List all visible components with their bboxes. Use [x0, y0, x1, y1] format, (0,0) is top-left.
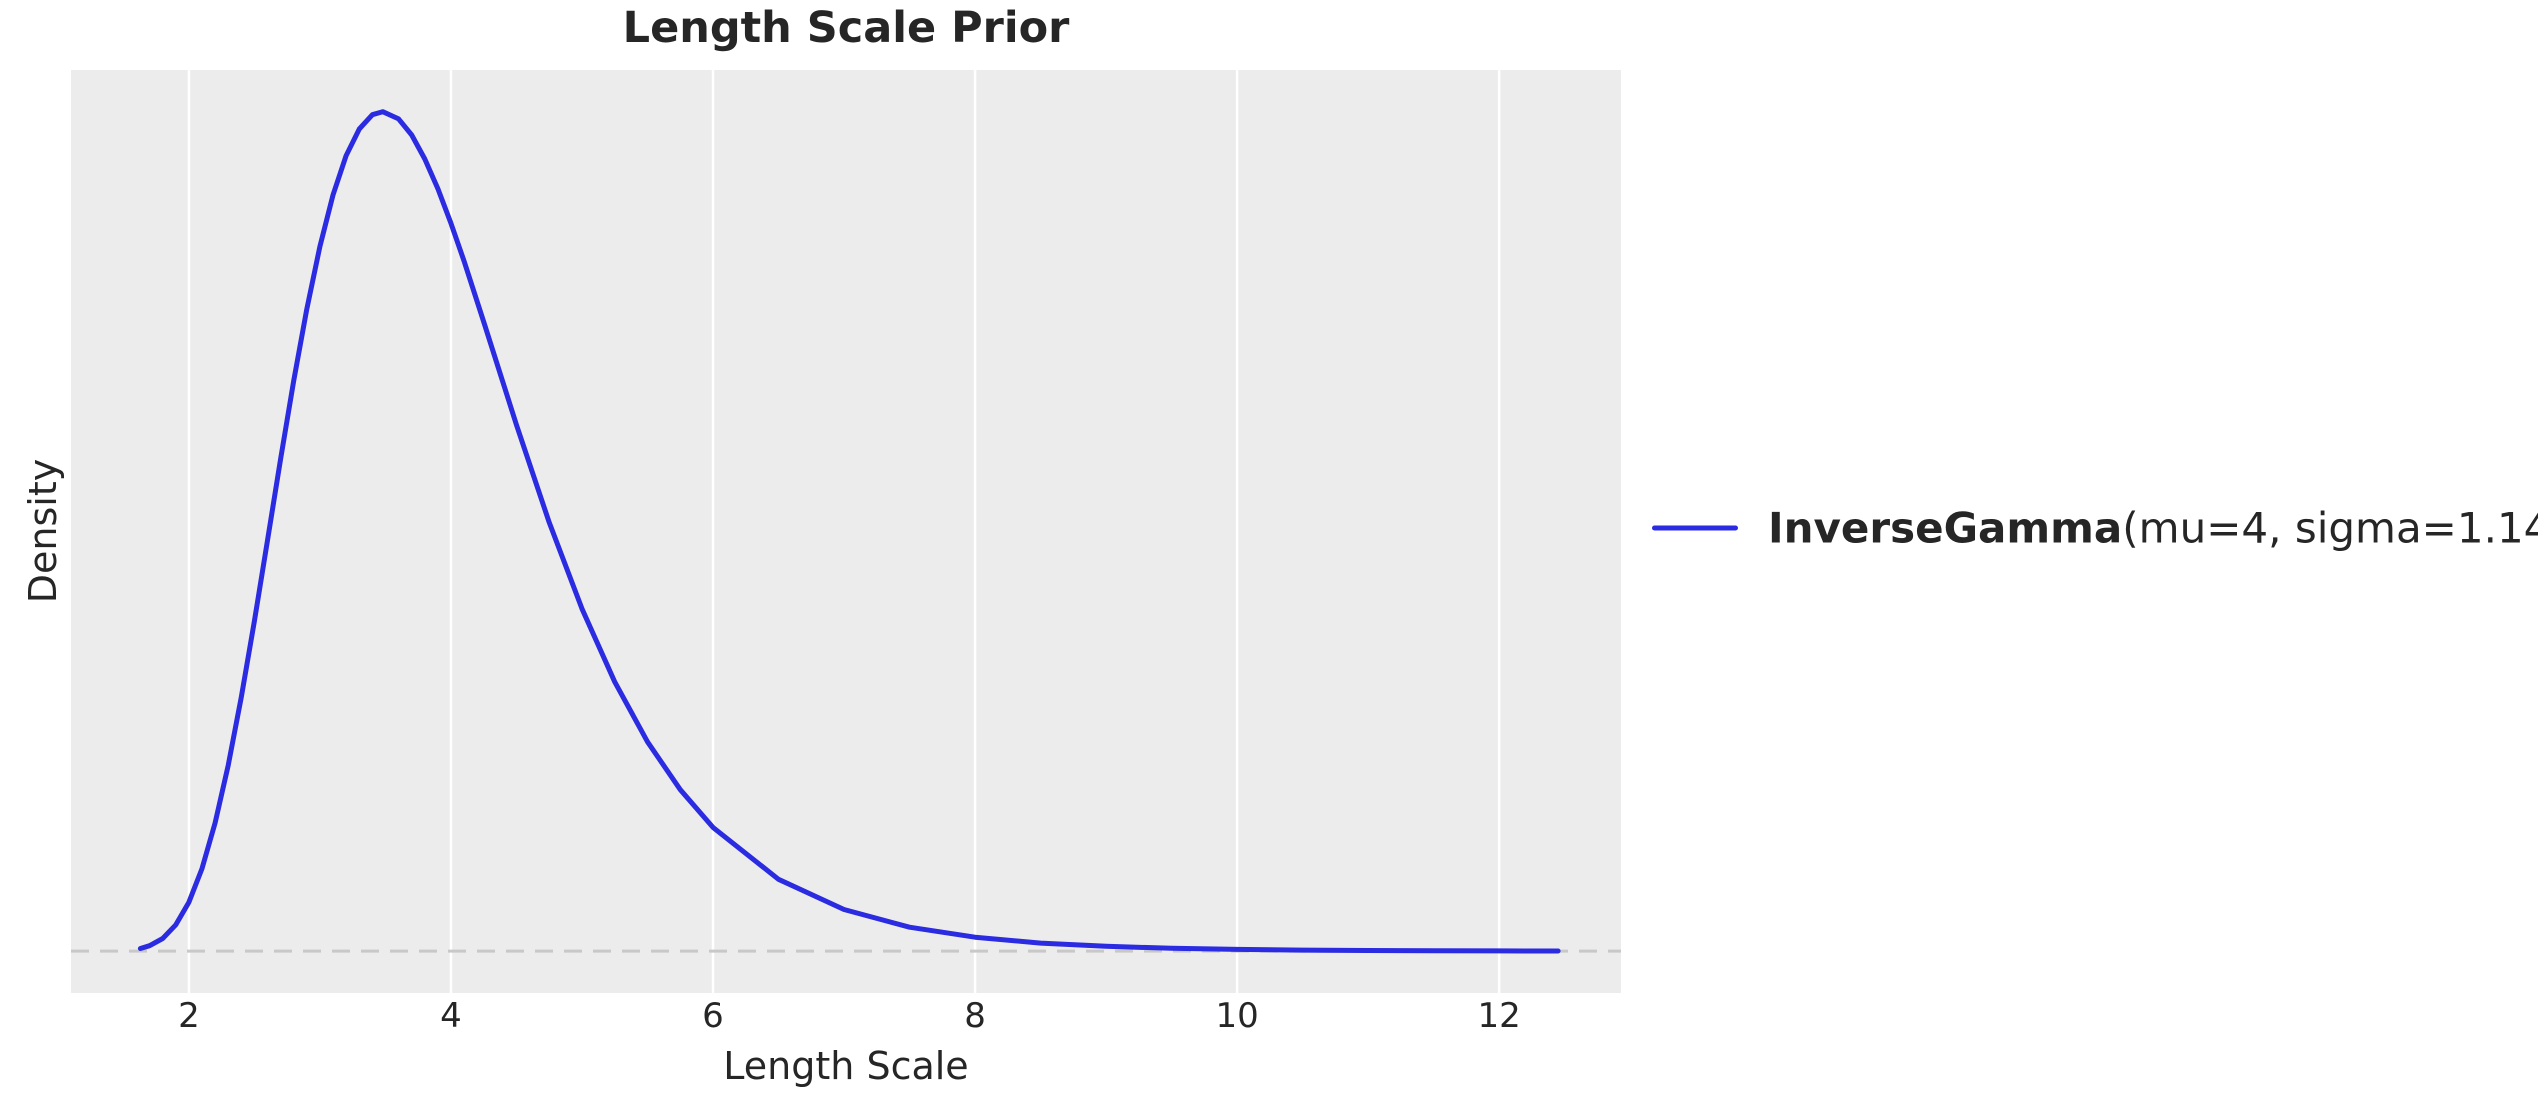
legend-distribution-name: InverseGamma	[1768, 503, 2123, 553]
x-tick-label: 10	[1215, 996, 1259, 1036]
x-axis-label: Length Scale	[723, 1044, 969, 1088]
x-tick-label: 12	[1477, 996, 1521, 1036]
density-curve	[137, 109, 1561, 954]
x-tick-label: 4	[440, 996, 462, 1036]
x-tick-label: 8	[964, 996, 986, 1036]
legend: InverseGamma(mu=4, sigma=1.14)	[1652, 504, 2538, 553]
legend-line-swatch	[1652, 525, 1738, 531]
x-tick-label: 2	[178, 996, 200, 1036]
plot-area	[71, 70, 1621, 993]
chart-title: Length Scale Prior	[622, 3, 1070, 53]
legend-label: InverseGamma(mu=4, sigma=1.14)	[1768, 504, 2538, 553]
x-tick-label: 6	[702, 996, 724, 1036]
density-chart-canvas	[71, 70, 1621, 993]
legend-distribution-params: (mu=4, sigma=1.14)	[2122, 503, 2538, 553]
